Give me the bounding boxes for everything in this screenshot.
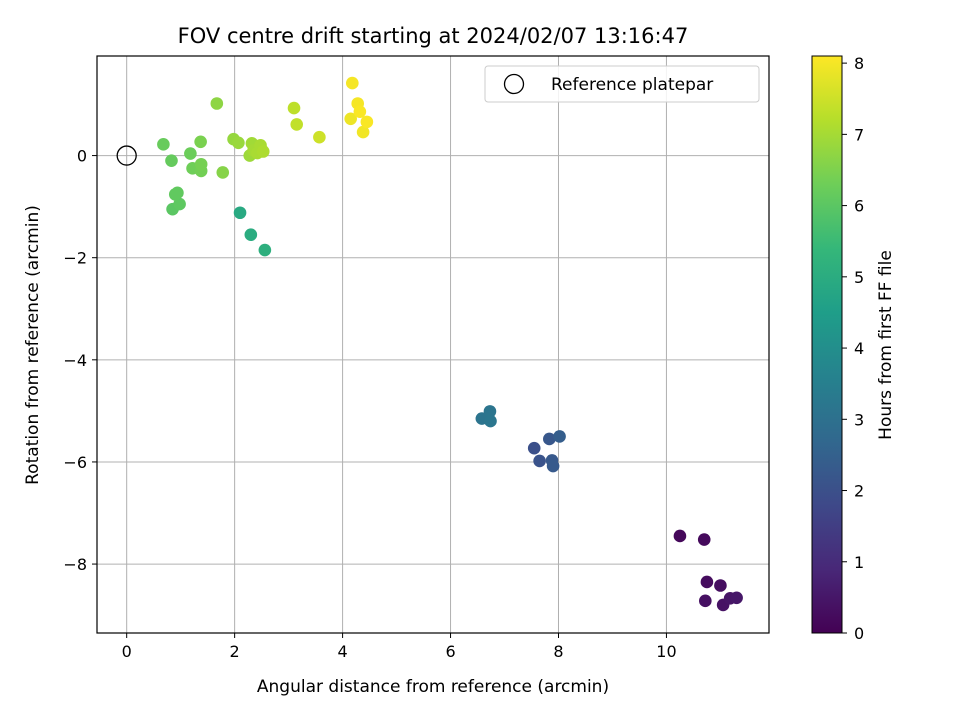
data-point (173, 197, 186, 211)
legend-entry-label: Reference platepar (551, 75, 713, 95)
data-point (484, 414, 497, 428)
data-point (483, 405, 497, 418)
data-point (543, 432, 556, 446)
legend-reference-marker (503, 73, 525, 95)
colorbar-gradient (811, 55, 843, 634)
data-point (258, 243, 272, 257)
x-axis-ticks: 0 2 4 6 8 10 (122, 633, 677, 661)
data-point (533, 454, 546, 468)
data-point (346, 76, 359, 90)
data-point (168, 188, 182, 201)
y-axis-ticks: 0 −2 −4 −6 −8 (63, 147, 97, 574)
y-tick-label: −8 (63, 555, 87, 574)
data-point (290, 118, 304, 131)
data-point (353, 105, 367, 118)
data-point (714, 579, 727, 592)
colorbar-ticks: 0 1 2 3 4 5 6 7 8 (842, 54, 864, 643)
plot-frame (96, 55, 770, 634)
data-point (232, 136, 245, 150)
x-tick-label: 6 (445, 642, 455, 661)
reference-platepar-marker (116, 145, 137, 166)
x-axis-label: Angular distance from reference (arcmin) (257, 677, 609, 697)
data-point (287, 101, 301, 115)
data-point (194, 135, 207, 149)
data-point (244, 228, 258, 242)
legend: Reference platepar (484, 65, 760, 103)
data-point (730, 591, 743, 605)
data-point (356, 125, 370, 139)
colorbar-tick-label: 1 (854, 553, 864, 572)
legend-box (484, 65, 760, 103)
colorbar-tick-label: 3 (854, 410, 864, 429)
grid (97, 56, 769, 633)
data-point (157, 138, 170, 151)
data-point (699, 594, 712, 608)
y-axis-label: Rotation from reference (arcmin) (23, 205, 43, 485)
data-points (116, 76, 743, 612)
data-point (256, 145, 270, 158)
data-point (216, 166, 230, 179)
data-point (697, 533, 711, 546)
data-point (700, 575, 714, 589)
y-tick-label: −2 (63, 249, 87, 268)
x-tick-label: 0 (122, 642, 132, 661)
colorbar-tick-label: 4 (854, 339, 864, 358)
y-tick-label: 0 (77, 147, 87, 166)
data-point (673, 529, 687, 543)
x-tick-label: 8 (553, 642, 563, 661)
data-point (360, 115, 374, 129)
data-point (527, 441, 541, 455)
data-point (165, 154, 178, 167)
chart-title: FOV centre drift starting at 2024/02/07 … (178, 24, 689, 48)
colorbar-label: Hours from first FF file (876, 250, 896, 440)
data-point (184, 147, 197, 160)
colorbar: 0 1 2 3 4 5 6 7 8 Hours from first FF file (811, 54, 896, 643)
colorbar-tick-label: 7 (854, 125, 864, 144)
colorbar-tick-label: 2 (854, 482, 864, 501)
data-point (233, 206, 247, 220)
x-tick-label: 4 (337, 642, 347, 661)
colorbar-tick-label: 6 (854, 197, 864, 216)
x-tick-label: 2 (230, 642, 240, 661)
data-point (194, 157, 208, 171)
colorbar-tick-label: 0 (854, 624, 864, 643)
data-point (344, 112, 357, 126)
data-point (313, 130, 326, 144)
data-point (210, 97, 224, 110)
colorbar-tick-label: 8 (854, 54, 864, 73)
y-tick-label: −6 (63, 453, 87, 472)
colorbar-tick-label: 5 (854, 268, 864, 287)
x-tick-label: 10 (656, 642, 676, 661)
data-point (553, 430, 566, 443)
y-tick-label: −4 (63, 351, 87, 370)
data-point (546, 459, 560, 473)
